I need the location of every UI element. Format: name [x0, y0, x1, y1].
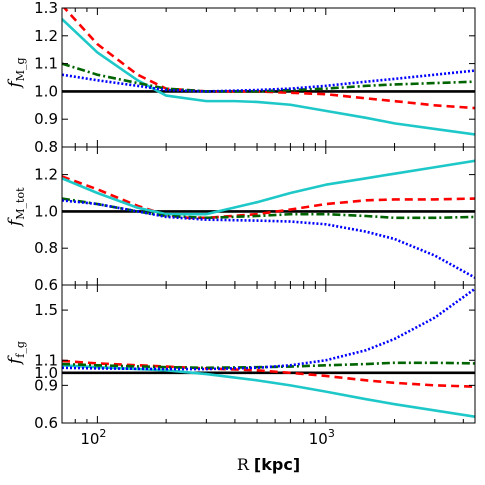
series-line-solid-3: [62, 18, 475, 136]
x-axis-label: R [kpc]: [237, 455, 300, 474]
x-tick-label-base: 10: [309, 430, 328, 448]
y-tick-label: 0.6: [34, 414, 58, 432]
series-line-dotted-5: [62, 287, 475, 371]
series-line-dashdot-4: [62, 361, 475, 370]
series-group: [62, 8, 475, 136]
series-line-dotted-5: [62, 199, 475, 279]
y-tick-label: 0.9: [34, 110, 58, 128]
y-tick-label: 1.5: [34, 301, 58, 319]
x-tick-label-base: 10: [80, 430, 99, 448]
y-axis-label: fM_g: [5, 57, 27, 89]
y-axis-label: ff_g: [5, 341, 27, 366]
y-tick-label: 1.3: [34, 0, 58, 17]
y-axis-label-sub: f_g: [14, 341, 27, 358]
y-tick-label: 0.8: [34, 239, 58, 257]
y-axis-label-sub: M_tot: [14, 187, 27, 220]
x-axis-label-unit: [kpc]: [254, 455, 300, 474]
panel-1: 0.8 0.9 1.0 1.1 1.2 1.3 fM_g: [5, 0, 476, 156]
y-tick-label: 1.2: [34, 166, 58, 184]
series-line-dotted-5: [62, 69, 475, 93]
y-axis-label-main: f: [5, 355, 25, 366]
y-tick-label: 0.9: [34, 376, 58, 394]
x-tick-label: 102: [80, 427, 106, 448]
panel-2: 0.6 0.8 1.0 1.2 fM_tot: [5, 146, 476, 294]
y-tick-label: 1.1: [34, 55, 58, 73]
series-line-dashed-2: [62, 8, 475, 110]
y-axis-label-sub: M_g: [14, 57, 27, 81]
series-line-dashed-2: [62, 175, 475, 220]
y-tick-label: 1.0: [34, 202, 58, 220]
x-axis-label-main: R: [237, 455, 250, 474]
series-group: [62, 287, 475, 419]
y-tick-label: 1.1: [34, 351, 58, 369]
y-axis-label-main: f: [5, 79, 25, 90]
y-tick-label: 0.6: [34, 276, 58, 294]
y-axis-label-main: f: [5, 217, 25, 228]
x-tick-label-exp: 2: [99, 427, 106, 440]
y-axis-label: fM_tot: [5, 187, 27, 228]
y-tick-label: 1.0: [34, 82, 58, 100]
panel-frame: [61, 284, 476, 424]
x-tick-label-exp: 3: [328, 427, 335, 440]
y-tick-label: 1.0: [34, 364, 58, 382]
panel-3: 0.6 0.91.01.1 1.5 ff_g: [5, 284, 476, 432]
series-line-dashdot-4: [62, 62, 475, 93]
series-group: [62, 159, 475, 279]
series-line-solid-3: [62, 159, 475, 216]
x-tick-label: 103: [309, 427, 335, 448]
y-tick-label: 0.8: [34, 138, 58, 156]
y-tick-label: 1.2: [34, 27, 58, 45]
